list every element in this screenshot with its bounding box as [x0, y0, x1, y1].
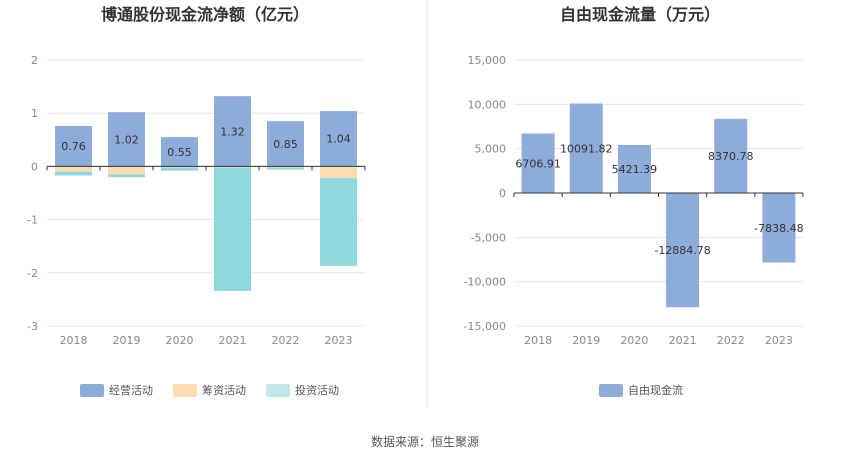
- data-label: 8370.78: [708, 150, 754, 163]
- y-tick-label: -15,000: [464, 320, 506, 333]
- x-tick-label: 2022: [717, 334, 745, 347]
- cashflow-x-axis: 2018 2019 2020 2021 2022 2023: [60, 334, 353, 347]
- data-label: 0.85: [273, 138, 298, 151]
- y-tick-label: -5,000: [471, 231, 506, 244]
- data-label: 1.02: [114, 133, 139, 146]
- x-tick-label: 2021: [219, 334, 247, 347]
- bar-operating-2020[interactable]: [161, 137, 198, 167]
- x-tick-label: 2020: [166, 334, 194, 347]
- bar-fcf-2022[interactable]: [714, 118, 748, 193]
- y-tick-label: 15,000: [468, 54, 507, 67]
- bar-investing-2023[interactable]: [320, 178, 357, 266]
- bar-fcf-2018[interactable]: [521, 133, 555, 193]
- fcf-y-axis: 15,000 10,000 5,000 0 -5,000 -10,000 -15,000: [464, 54, 506, 333]
- y-tick-label: 5,000: [475, 143, 507, 156]
- legend-swatch-operating[interactable]: [80, 384, 104, 397]
- x-tick-label: 2023: [325, 334, 353, 347]
- y-tick-label: -10,000: [464, 276, 506, 289]
- cashflow-data-labels: 0.76 1.02 0.55 1.32 0.85 1.04: [61, 125, 351, 158]
- bar-fcf-2023[interactable]: [762, 193, 796, 263]
- legend-label-fcf: 自由现金流: [628, 383, 683, 397]
- data-label: 0.55: [167, 146, 192, 159]
- cashflow-bars: [55, 96, 357, 291]
- fcf-zero-axis: [513, 192, 804, 197]
- x-tick-label: 2019: [572, 334, 600, 347]
- x-tick-label: 2021: [669, 334, 697, 347]
- y-tick-label: -2: [27, 267, 38, 280]
- bar-operating-2021[interactable]: [214, 96, 251, 167]
- bar-fcf-2019[interactable]: [569, 103, 603, 193]
- cashflow-gridlines: [47, 59, 365, 327]
- y-tick-label: -1: [27, 214, 38, 227]
- bar-financing-2022[interactable]: [267, 166, 304, 168]
- fcf-legend: 自由现金流: [599, 383, 683, 397]
- fcf-bars: [521, 103, 796, 308]
- data-label: 10091.82: [560, 142, 613, 155]
- fcf-chart-title: 自由现金流量（万元）: [560, 5, 720, 24]
- cashflow-legend: 经营活动 筹资活动 投资活动: [80, 383, 339, 397]
- bar-fcf-2020[interactable]: [617, 144, 651, 193]
- bar-financing-2021[interactable]: [214, 166, 251, 168]
- bar-financing-2020[interactable]: [161, 166, 198, 168]
- y-tick-label: 0: [31, 160, 38, 173]
- bar-financing-2023[interactable]: [320, 166, 357, 179]
- x-tick-label: 2020: [620, 334, 648, 347]
- x-tick-label: 2023: [765, 334, 793, 347]
- x-tick-label: 2018: [60, 334, 88, 347]
- bar-investing-2021[interactable]: [214, 167, 251, 291]
- legend-label-operating: 经营活动: [109, 383, 153, 397]
- x-tick-label: 2022: [272, 334, 300, 347]
- cashflow-chart: 博通股份现金流净额（亿元） 2 1 0 -1 -2 -3 0.76 1.02 0.55 1.32…: [27, 5, 366, 397]
- data-label: 5421.39: [612, 163, 658, 176]
- legend-swatch-fcf[interactable]: [599, 384, 623, 397]
- fcf-chart: 自由现金流量（万元） 15,000 10,000 5,000 0 -5,000 -10,0…: [464, 5, 804, 397]
- cashflow-y-axis: 2 1 0 -1 -2 -3: [27, 54, 38, 333]
- bar-operating-2022[interactable]: [267, 121, 304, 167]
- cashflow-zero-axis: [46, 165, 366, 171]
- legend-swatch-financing[interactable]: [173, 384, 197, 397]
- bar-investing-2020[interactable]: [161, 167, 198, 171]
- y-tick-label: 1: [31, 107, 38, 120]
- bar-investing-2022[interactable]: [267, 167, 304, 170]
- cashflow-chart-title: 博通股份现金流净额（亿元）: [101, 5, 309, 24]
- bar-financing-2018[interactable]: [55, 166, 92, 172]
- y-tick-label: 0: [499, 187, 506, 200]
- data-label: 0.76: [61, 140, 86, 153]
- bar-fcf-2021[interactable]: [666, 193, 700, 308]
- data-label: -7838.48: [754, 222, 803, 235]
- legend-label-investing: 投资活动: [295, 383, 339, 397]
- data-label: 1.32: [220, 125, 245, 138]
- legend-swatch-investing[interactable]: [266, 384, 290, 397]
- x-tick-label: 2019: [113, 334, 141, 347]
- fcf-data-labels: 6706.91 10091.82 5421.39 -12884.78 8370.78 -7…: [515, 142, 803, 257]
- legend-label-financing: 筹资活动: [202, 383, 246, 397]
- y-tick-label: 2: [31, 54, 38, 67]
- y-tick-label: -3: [27, 320, 38, 333]
- bar-financing-2019[interactable]: [108, 166, 145, 175]
- fcf-x-axis: 2018 2019 2020 2021 2022 2023: [524, 334, 793, 347]
- bar-operating-2018[interactable]: [55, 125, 92, 167]
- data-label: -12884.78: [654, 244, 710, 257]
- bar-operating-2023[interactable]: [320, 111, 357, 167]
- data-label: 6706.91: [515, 157, 561, 170]
- data-label: 1.04: [326, 133, 351, 146]
- x-tick-label: 2018: [524, 334, 552, 347]
- data-source: 数据来源：恒生聚源: [371, 434, 479, 449]
- y-tick-label: 10,000: [468, 98, 507, 111]
- bar-investing-2018[interactable]: [55, 171, 92, 176]
- bar-investing-2019[interactable]: [108, 174, 145, 178]
- bar-operating-2019[interactable]: [108, 112, 145, 167]
